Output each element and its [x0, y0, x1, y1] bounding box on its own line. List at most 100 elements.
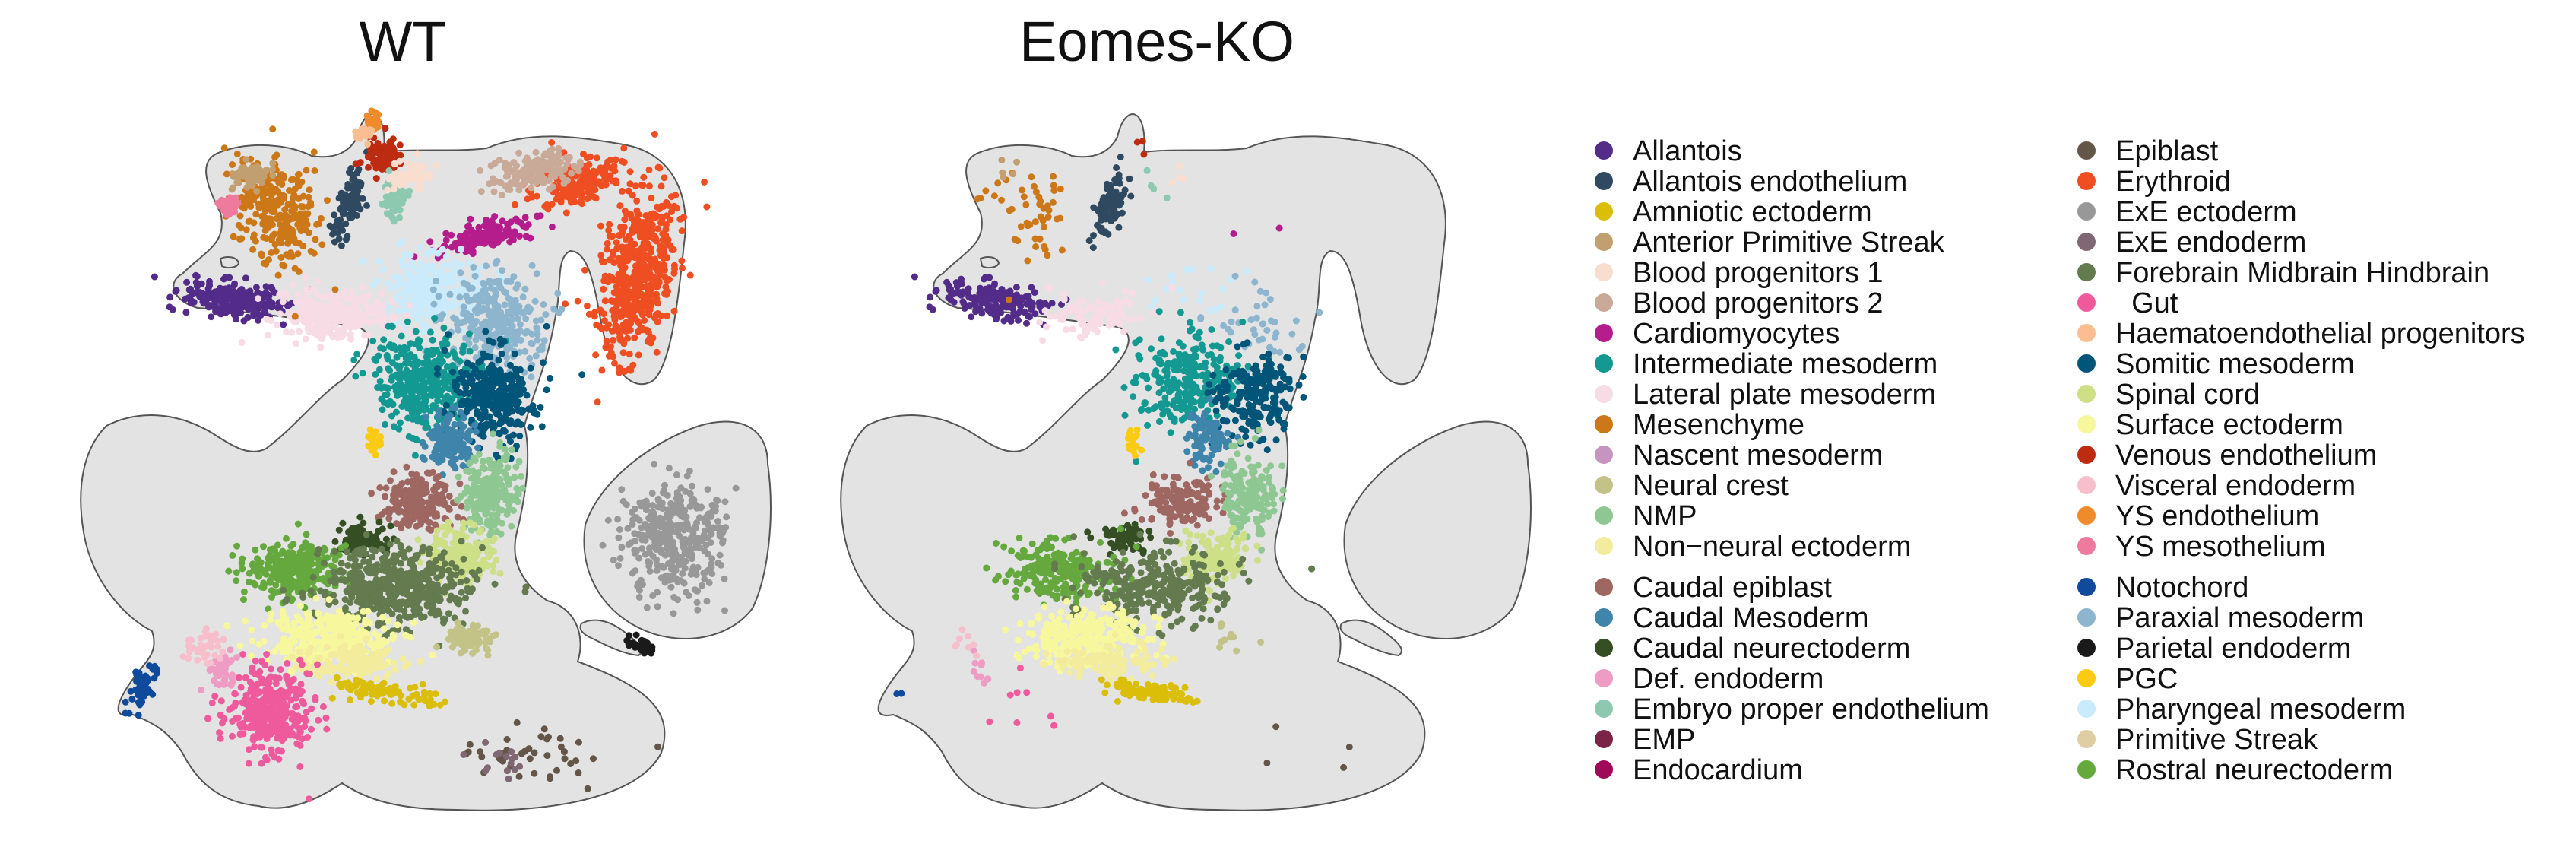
- cell-point: [469, 487, 477, 495]
- cell-point: [413, 551, 421, 559]
- cell-point: [626, 351, 633, 358]
- cell-point: [523, 328, 531, 335]
- cell-point: [295, 240, 303, 247]
- cell-point: [583, 154, 591, 162]
- cell-point: [607, 164, 615, 172]
- cell-point: [417, 516, 425, 524]
- cell-point: [401, 372, 408, 379]
- cell-point: [396, 141, 404, 149]
- cell-point: [308, 306, 315, 314]
- cell-point: [445, 428, 452, 436]
- cell-point: [265, 332, 272, 339]
- cell-point: [233, 569, 240, 576]
- cell-point: [268, 303, 275, 311]
- cell-point: [383, 391, 391, 398]
- cell-point: [701, 178, 708, 186]
- cell-point: [281, 575, 289, 582]
- cell-point: [490, 375, 497, 382]
- cell-point: [339, 519, 347, 527]
- cell-point: [239, 565, 246, 573]
- cell-point: [538, 157, 546, 165]
- cell-point: [439, 246, 446, 253]
- cell-point: [290, 213, 297, 221]
- cell-point: [331, 211, 337, 219]
- cell-point: [585, 310, 593, 318]
- cell-point: [307, 587, 315, 595]
- cell-point: [224, 208, 232, 215]
- cell-point: [267, 579, 274, 586]
- cell-point: [315, 317, 322, 325]
- cell-point: [654, 225, 661, 233]
- cell-point: [621, 273, 628, 281]
- cell-point: [306, 555, 313, 563]
- cell-point: [220, 293, 227, 301]
- cell-point: [433, 432, 440, 439]
- cell-point: [516, 433, 524, 439]
- cell-point: [268, 285, 276, 293]
- cell-point: [600, 171, 607, 179]
- cell-point: [252, 546, 259, 554]
- cell-point: [588, 190, 595, 198]
- cell-point: [621, 216, 629, 224]
- cell-point: [490, 430, 497, 438]
- cell-point: [406, 301, 413, 309]
- cell-point: [480, 404, 486, 411]
- cell-point: [645, 328, 652, 336]
- cell-point: [653, 348, 661, 356]
- cell-point: [399, 387, 407, 395]
- cell-point: [377, 157, 385, 164]
- cell-point: [379, 557, 387, 564]
- cell-point: [569, 181, 576, 189]
- cell-point: [624, 335, 632, 342]
- cell-point: [562, 300, 569, 308]
- cell-point: [663, 277, 670, 284]
- cell-point: [476, 291, 483, 299]
- cell-point: [277, 310, 284, 318]
- cell-point: [442, 298, 449, 306]
- cell-point: [393, 282, 401, 290]
- cell-point: [307, 201, 315, 209]
- cell-point: [420, 368, 427, 376]
- cell-point: [252, 581, 259, 589]
- cell-point: [600, 310, 607, 318]
- cell-point: [543, 322, 550, 330]
- cell-point: [414, 336, 422, 344]
- cell-point: [299, 192, 307, 200]
- cell-point: [400, 170, 407, 178]
- cell-point: [584, 195, 591, 203]
- cell-point: [486, 310, 494, 318]
- cell-point: [352, 302, 360, 309]
- cell-point: [280, 321, 287, 328]
- cell-point: [330, 577, 337, 585]
- cell-point: [470, 386, 477, 393]
- cell-point: [266, 546, 274, 554]
- cell-point: [490, 393, 498, 401]
- cell-point: [477, 357, 484, 365]
- cell-point: [236, 296, 244, 303]
- cell-point: [414, 536, 422, 544]
- cell-point: [626, 312, 634, 319]
- cell-point: [443, 341, 451, 348]
- cell-point: [407, 340, 414, 347]
- cell-point: [616, 369, 623, 376]
- cell-point: [294, 553, 302, 560]
- cell-point: [369, 281, 377, 289]
- cell-point: [664, 312, 670, 319]
- cell-point: [502, 173, 510, 180]
- cell-point: [227, 194, 234, 201]
- cell-point: [480, 279, 487, 287]
- cell-point: [605, 352, 613, 360]
- cell-point: [442, 401, 450, 409]
- cell-point: [368, 595, 375, 602]
- cell-point: [385, 322, 392, 330]
- cell-point: [634, 211, 642, 218]
- cell-point: [424, 262, 431, 270]
- cell-point: [375, 622, 382, 629]
- cell-point: [467, 215, 474, 223]
- cell-point: [645, 266, 653, 274]
- cell-point: [448, 274, 456, 281]
- cell-point: [483, 492, 490, 499]
- cell-point: [206, 281, 213, 288]
- cell-point: [504, 167, 511, 175]
